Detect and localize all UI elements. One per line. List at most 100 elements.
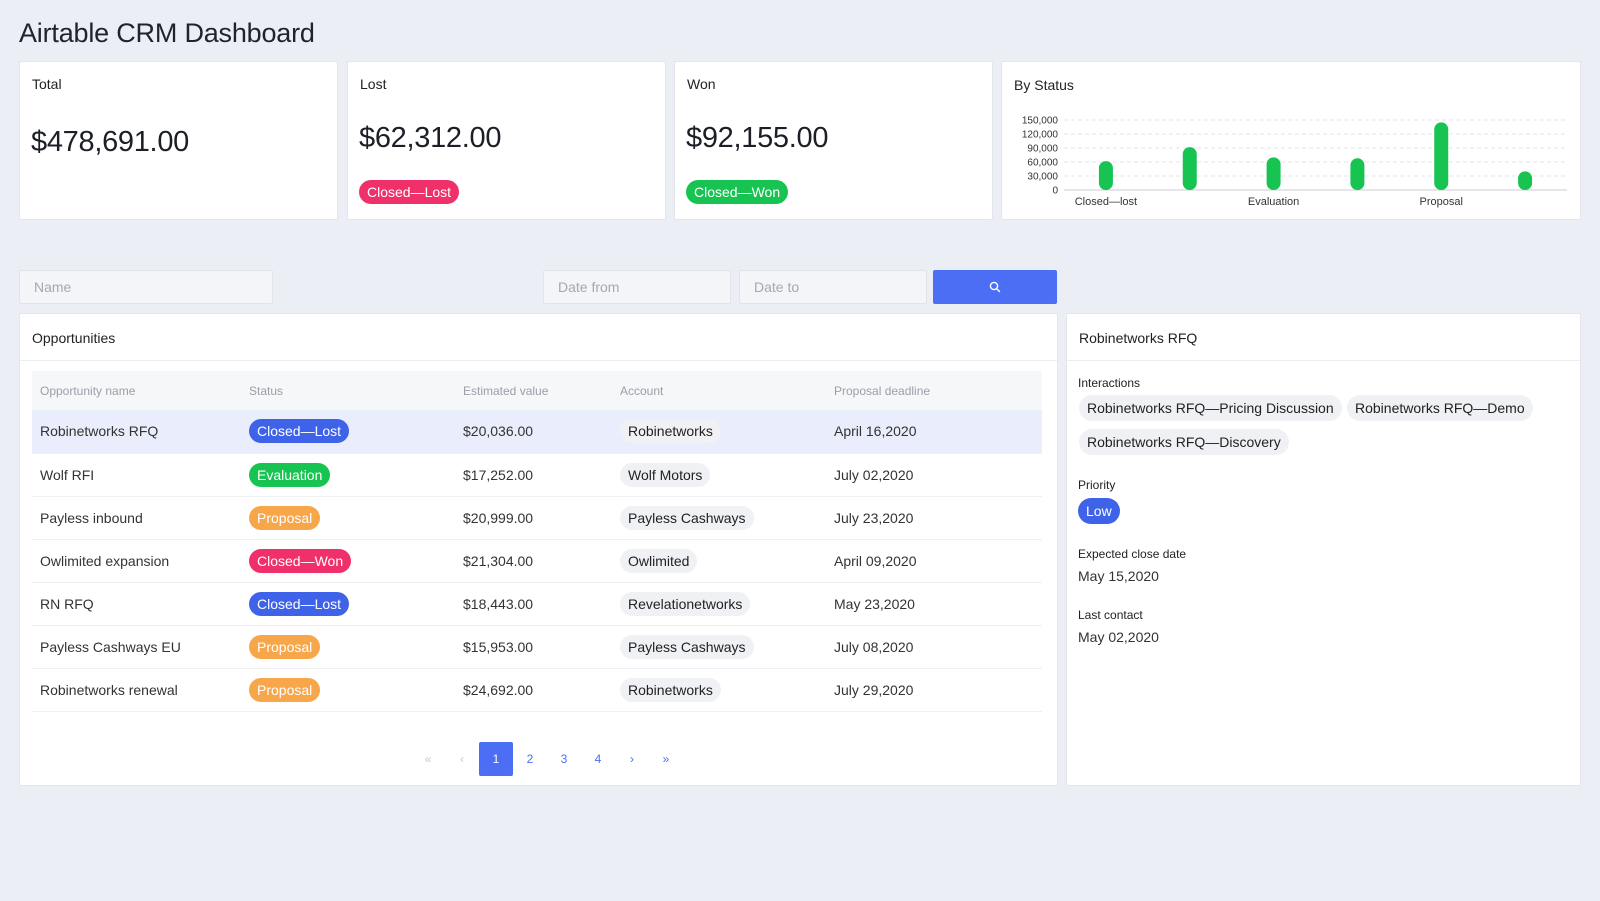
chart-bar[interactable] (1266, 157, 1281, 190)
opportunities-table: Opportunity name Status Estimated value … (32, 371, 1042, 712)
proposal-deadline-cell: April 16,2020 (826, 410, 1042, 454)
account-tag[interactable]: Wolf Motors (620, 462, 711, 487)
opportunities-title: Opportunities (32, 330, 116, 346)
expected-close-value: May 15,2020 (1078, 568, 1159, 584)
status-bar-chart: 0 30,000 60,000 90,000 120,000 150,000 Closed—… (1022, 116, 1567, 208)
estimated-value-cell: $20,036.00 (455, 410, 612, 454)
search-icon (989, 281, 1001, 293)
column-header-status[interactable]: Status (241, 371, 455, 410)
panel-divider (1067, 360, 1580, 361)
table-row[interactable]: Robinetworks renewal Proposal $24,692.00 Ro… (32, 668, 1042, 712)
table-row[interactable]: Payless Cashways EU Proposal $15,953.00 Pay… (32, 625, 1042, 669)
opportunity-name-cell: Robinetworks renewal (32, 668, 241, 712)
kpi-card-lost: Lost $62,312.00 Closed—Lost (347, 61, 666, 220)
x-tick-label: Proposal (1420, 196, 1463, 208)
kpi-card-total: Total $478,691.00 (19, 61, 338, 220)
column-header-proposal-deadline[interactable]: Proposal deadline (826, 371, 1042, 410)
chart-bar[interactable] (1182, 147, 1197, 190)
detail-panel: Robinetworks RFQ Interactions Robinetwor… (1066, 313, 1581, 786)
page-3-button[interactable]: 3 (560, 752, 568, 766)
table-row[interactable]: Wolf RFI Evaluation $17,252.00 Wolf Motors J… (32, 453, 1042, 497)
account-cell: Revelationetworks (612, 582, 826, 626)
prev-page-button[interactable]: ‹ (460, 752, 464, 766)
interactions-label: Interactions (1078, 376, 1141, 390)
opportunity-name-cell: Owlimited expansion (32, 539, 241, 583)
kpi-total-value: $478,691.00 (31, 126, 189, 158)
panel-divider (20, 360, 1057, 361)
account-cell: Owlimited (612, 539, 826, 583)
chart-title: By Status (1014, 77, 1074, 93)
y-tick-label: 30,000 (1027, 172, 1058, 183)
table-row[interactable]: RN RFQ Closed—Lost $18,443.00 Revelationetw… (32, 582, 1042, 626)
table-row[interactable]: Robinetworks RFQ Closed—Lost $20,036.00 Rob… (32, 410, 1042, 454)
status-cell: Evaluation (241, 453, 455, 497)
y-tick-label: 150,000 (1022, 116, 1059, 127)
status-cell: Closed—Lost (241, 582, 455, 626)
name-filter-input[interactable] (19, 270, 273, 304)
table-row[interactable]: Payless inbound Proposal $20,999.00 Payless… (32, 496, 1042, 540)
column-header-estimated-value[interactable]: Estimated value (455, 371, 612, 410)
account-tag[interactable]: Owlimited (620, 548, 698, 573)
chart-bar[interactable] (1350, 158, 1365, 190)
account-tag[interactable]: Payless Cashways (620, 505, 754, 530)
proposal-deadline-cell: July 08,2020 (826, 625, 1042, 669)
y-tick-label: 90,000 (1027, 144, 1058, 155)
date-from-input[interactable] (543, 270, 731, 304)
page-title: Airtable CRM Dashboard (19, 18, 315, 48)
account-tag[interactable]: Revelationetworks (620, 591, 751, 616)
y-tick-label: 0 (1052, 186, 1058, 197)
status-cell: Proposal (241, 496, 455, 540)
x-tick-label: Evaluation (1248, 196, 1299, 208)
chart-bar[interactable] (1098, 161, 1113, 190)
estimated-value-cell: $15,953.00 (455, 625, 612, 669)
table-row[interactable]: Owlimited expansion Closed—Won $21,304.00 O… (32, 539, 1042, 583)
status-badge: Proposal (249, 634, 321, 659)
account-tag[interactable]: Payless Cashways (620, 634, 754, 659)
page-4-button[interactable]: 4 (594, 752, 602, 766)
date-to-input[interactable] (739, 270, 927, 304)
next-page-button[interactable]: › (630, 752, 634, 766)
column-header-opportunity-name[interactable]: Opportunity name (32, 371, 241, 410)
account-cell: Robinetworks (612, 410, 826, 454)
chart-bar[interactable] (1518, 171, 1533, 190)
priority-label: Priority (1078, 478, 1116, 492)
account-cell: Wolf Motors (612, 453, 826, 497)
search-button[interactable] (933, 270, 1057, 304)
account-tag[interactable]: Robinetworks (620, 419, 721, 444)
chart-bar[interactable] (1434, 122, 1449, 190)
kpi-total-label: Total (32, 76, 62, 92)
kpi-lost-value: $62,312.00 (359, 122, 502, 154)
opportunity-name-cell: Payless inbound (32, 496, 241, 540)
proposal-deadline-cell: April 09,2020 (826, 539, 1042, 583)
detail-title: Robinetworks RFQ (1079, 330, 1198, 346)
estimated-value-cell: $20,999.00 (455, 496, 612, 540)
status-chart-card: 0 30,000 60,000 90,000 120,000 150,000 Closed—… (1001, 61, 1581, 220)
interaction-tag[interactable]: Robinetworks RFQ—Pricing Discussion (1079, 395, 1342, 421)
column-header-account[interactable]: Account (612, 371, 826, 410)
kpi-lost-badge: Closed—Lost (359, 180, 460, 204)
status-cell: Proposal (241, 625, 455, 669)
last-contact-label: Last contact (1078, 608, 1143, 622)
kpi-won-label: Won (687, 76, 716, 92)
estimated-value-cell: $21,304.00 (455, 539, 612, 583)
estimated-value-cell: $18,443.00 (455, 582, 612, 626)
last-page-button[interactable]: » (662, 752, 670, 766)
interaction-tag[interactable]: Robinetworks RFQ—Demo (1347, 395, 1533, 421)
proposal-deadline-cell: July 02,2020 (826, 453, 1042, 497)
account-cell: Payless Cashways (612, 625, 826, 669)
page-2-button[interactable]: 2 (526, 752, 534, 766)
proposal-deadline-cell: July 23,2020 (826, 496, 1042, 540)
opportunities-panel: Opportunities Opportunity name Status Es… (19, 313, 1058, 786)
account-cell: Robinetworks (612, 668, 826, 712)
page-1-button[interactable]: 1 (479, 742, 513, 776)
proposal-deadline-cell: May 23,2020 (826, 582, 1042, 626)
opportunity-name-cell: RN RFQ (32, 582, 241, 626)
y-tick-label: 60,000 (1027, 158, 1058, 169)
account-tag[interactable]: Robinetworks (620, 677, 721, 702)
interaction-tag[interactable]: Robinetworks RFQ—Discovery (1079, 429, 1289, 455)
kpi-lost-label: Lost (360, 76, 387, 92)
pagination: « ‹ 1 2 3 4 › » (411, 742, 683, 776)
status-badge: Closed—Lost (249, 419, 350, 444)
priority-badge: Low (1078, 498, 1120, 524)
first-page-button[interactable]: « (424, 752, 432, 766)
